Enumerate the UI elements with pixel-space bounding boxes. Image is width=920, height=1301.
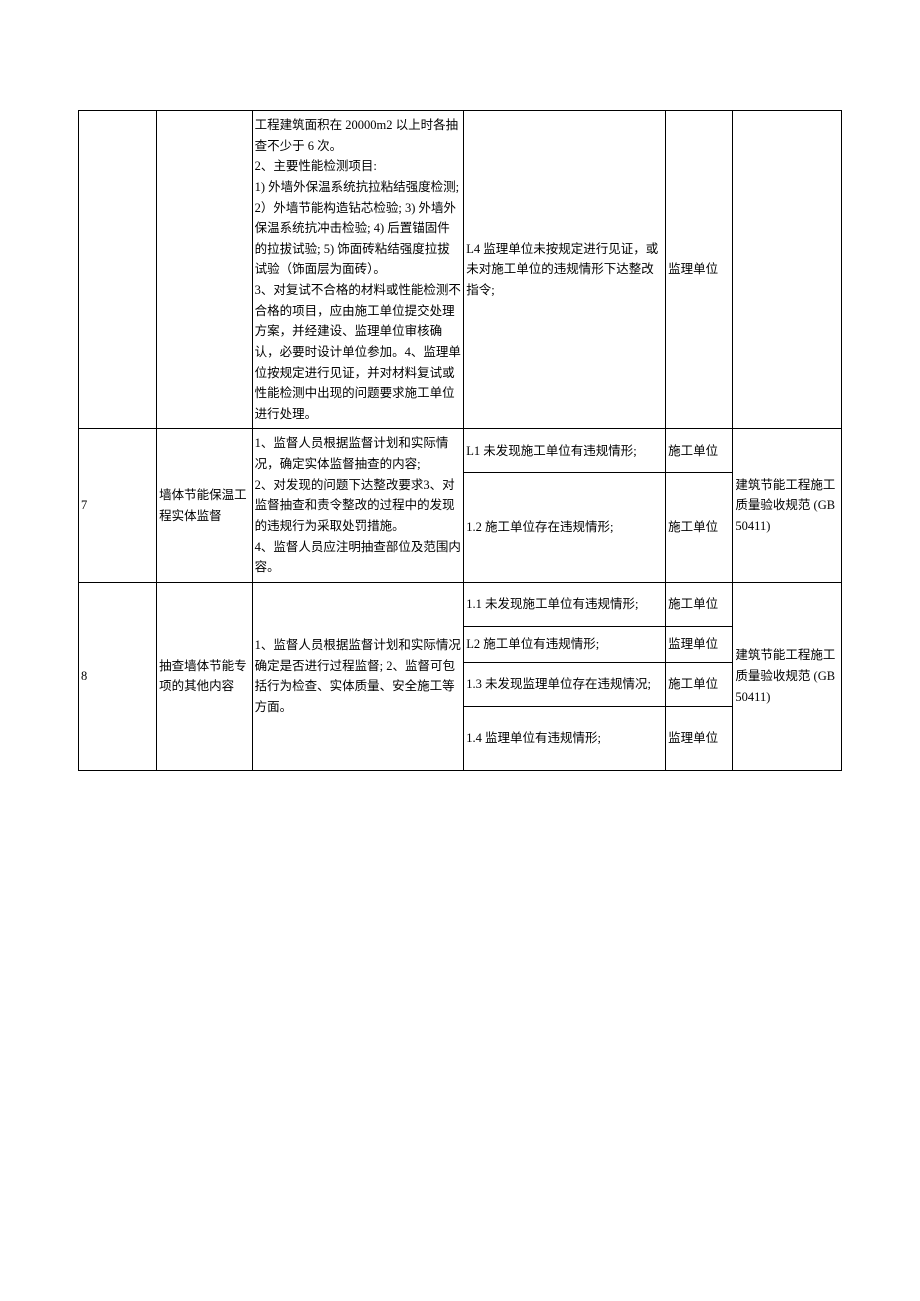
cell-unit: 施工单位	[666, 429, 733, 473]
cell-idx: 7	[79, 429, 157, 582]
cell-name: 抽查墙体节能专项的其他内容	[157, 582, 253, 770]
cell-unit: 监理单位	[666, 706, 733, 770]
cell-check: L4 监理单位未按规定进行见证，或未对施工单位的违规情形下达整改指令;	[464, 111, 666, 429]
cell-desc: 1、监督人员根据监督计划和实际情况确定是否进行过程监督; 2、监督可包括行为检查…	[252, 582, 464, 770]
cell-desc: 工程建筑面积在 20000m2 以上时各抽查不少于 6 次。 2、主要性能检测项…	[252, 111, 464, 429]
cell-unit: 监理单位	[666, 626, 733, 662]
cell-basis: 建筑节能工程施工质量验收规范 (GB50411)	[733, 429, 842, 582]
cell-name: 墙体节能保温工程实体监督	[157, 429, 253, 582]
table-row: 工程建筑面积在 20000m2 以上时各抽查不少于 6 次。 2、主要性能检测项…	[79, 111, 842, 429]
cell-desc: 1、监督人员根据监督计划和实际情况，确定实体监督抽查的内容; 2、对发现的问题下…	[252, 429, 464, 582]
cell-unit: 监理单位	[666, 111, 733, 429]
cell-basis	[733, 111, 842, 429]
table-row: 7 墙体节能保温工程实体监督 1、监督人员根据监督计划和实际情况，确定实体监督抽…	[79, 429, 842, 473]
cell-check: L1 未发现施工单位有违规情形;	[464, 429, 666, 473]
cell-unit: 施工单位	[666, 473, 733, 582]
cell-idx: 8	[79, 582, 157, 770]
cell-unit: 施工单位	[666, 582, 733, 626]
cell-unit: 施工单位	[666, 662, 733, 706]
cell-check: 1.2 施工单位存在违规情形;	[464, 473, 666, 582]
cell-check: L2 施工单位有违规情形;	[464, 626, 666, 662]
cell-check: 1.4 监理单位有违规情形;	[464, 706, 666, 770]
cell-basis: 建筑节能工程施工质量验收规范 (GB50411)	[733, 582, 842, 770]
cell-name	[157, 111, 253, 429]
table-row: 8 抽查墙体节能专项的其他内容 1、监督人员根据监督计划和实际情况确定是否进行过…	[79, 582, 842, 626]
cell-check: 1.1 未发现施工单位有违规情形;	[464, 582, 666, 626]
main-table: 工程建筑面积在 20000m2 以上时各抽查不少于 6 次。 2、主要性能检测项…	[78, 110, 842, 771]
cell-idx	[79, 111, 157, 429]
cell-check: 1.3 未发现监理单位存在违规情况;	[464, 662, 666, 706]
